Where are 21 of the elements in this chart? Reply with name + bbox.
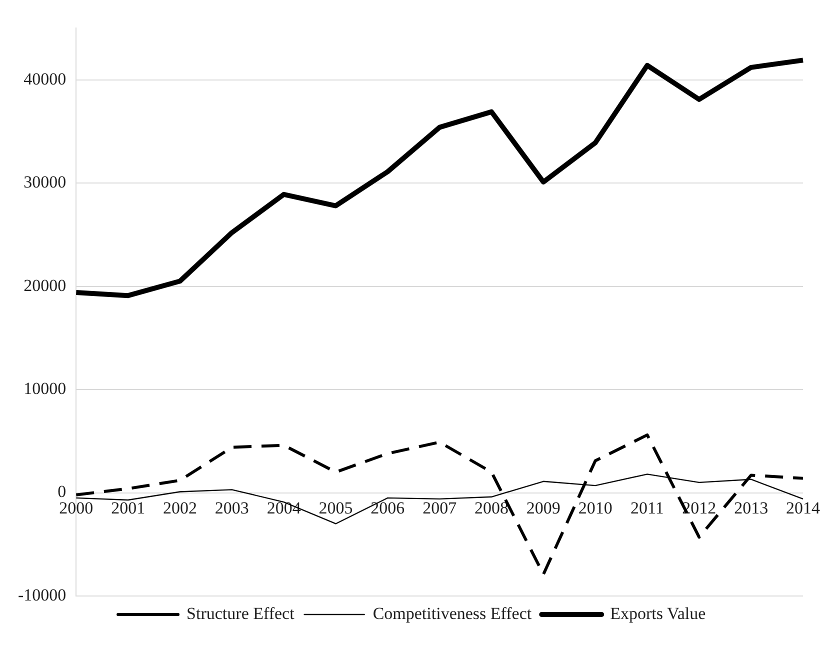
y-tick-label: -10000	[18, 585, 66, 604]
x-tick-label: 2004	[266, 498, 302, 518]
y-tick-label: 40000	[24, 69, 66, 88]
x-tick-label: 2007	[422, 498, 458, 518]
legend-label: Exports Value	[610, 604, 706, 623]
legend-label: Competitiveness Effect	[372, 604, 532, 623]
x-tick-label: 2003	[214, 498, 249, 518]
x-tick-label: 2005	[318, 498, 353, 518]
x-tick-label: 2008	[474, 498, 508, 518]
y-tick-label: 20000	[24, 276, 66, 295]
x-tick-label: 2014	[786, 498, 820, 518]
y-tick-label: 10000	[24, 378, 66, 398]
x-tick-label: 2001	[111, 498, 146, 518]
x-tick-label: 2013	[734, 498, 768, 518]
x-tick-label: 2002	[162, 498, 197, 518]
x-tick-label: 2010	[578, 498, 612, 518]
x-tick-label: 2006	[370, 498, 405, 518]
x-tick-label: 2011	[630, 498, 664, 518]
x-tick-label: 2009	[526, 498, 560, 518]
legend-label: Structure Effect	[186, 604, 295, 623]
y-tick-label: 30000	[24, 172, 66, 192]
